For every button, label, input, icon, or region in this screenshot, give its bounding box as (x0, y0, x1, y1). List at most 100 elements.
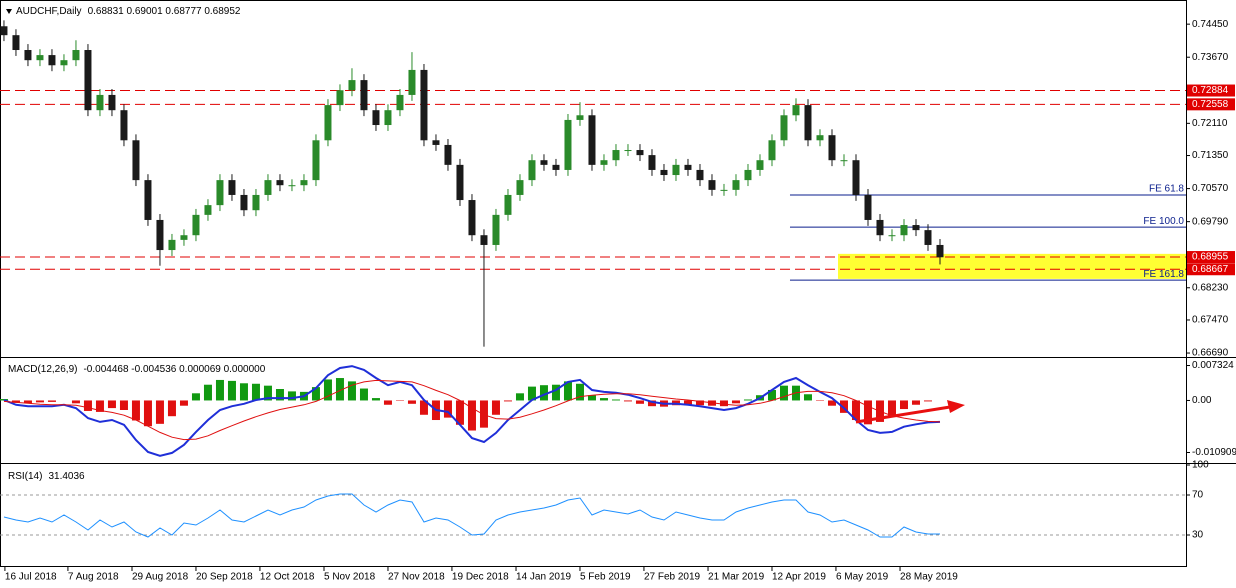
candle-body (264, 180, 272, 195)
panel-title: RSI(14) 31.4036 (8, 471, 85, 482)
histogram-bar (191, 393, 200, 401)
histogram-bar (635, 400, 644, 404)
candle-body (420, 69, 428, 141)
candle-body (24, 50, 32, 61)
candle-body (372, 110, 380, 126)
histogram-bar (23, 400, 32, 404)
candle-body (72, 50, 80, 61)
candle-body (732, 180, 740, 190)
candle-body (864, 194, 872, 220)
indicator-line (3, 365, 941, 457)
y-tick-label: 0.74450 (1192, 19, 1229, 30)
histogram-bar (359, 388, 368, 401)
candle-body (768, 140, 776, 161)
histogram-bar (899, 400, 908, 410)
level-label: 0.68667 (1192, 264, 1229, 275)
annotation-arrow (855, 405, 951, 424)
histogram-bar (215, 379, 224, 401)
y-tick-label: 100 (1192, 460, 1209, 471)
histogram-bar (419, 400, 428, 415)
candle-body (216, 180, 224, 206)
level-label: 0.72884 (1192, 85, 1229, 96)
candle-body (672, 164, 680, 176)
candle-body (504, 194, 512, 215)
histogram-bar (611, 399, 620, 401)
histogram-bar (119, 400, 128, 410)
header-values: 31.4036 (48, 471, 85, 482)
x-tick-label: 12 Apr 2019 (772, 572, 826, 583)
level-label-box (1187, 263, 1235, 276)
candle-body (396, 94, 404, 111)
histogram-bar (863, 400, 872, 425)
y-tick-label: 0.00 (1192, 395, 1212, 406)
candle-body (468, 200, 476, 236)
candle-body (456, 164, 464, 201)
annotation-arrow-head (947, 400, 965, 413)
candle-body (144, 180, 152, 220)
candle-body (576, 115, 584, 120)
histogram-bar (95, 400, 104, 412)
candle-body (228, 180, 236, 195)
fibo-label: FE 100.0 (1143, 216, 1184, 227)
histogram-bar (71, 400, 80, 404)
y-tick-label: 0.69790 (1192, 216, 1229, 227)
histogram-bar (539, 385, 548, 401)
histogram-bar (587, 395, 596, 401)
x-tick-label: 20 Sep 2018 (196, 572, 253, 583)
candle-body (588, 115, 596, 165)
candle-body (108, 94, 116, 111)
x-tick-label: 5 Nov 2018 (324, 572, 376, 583)
candle-body (600, 160, 608, 165)
candle-body (684, 164, 692, 170)
candle-body (132, 140, 140, 181)
histogram-bar (143, 400, 152, 427)
candle-body (888, 235, 896, 237)
histogram-bar (779, 385, 788, 401)
histogram-bar (443, 400, 452, 418)
indicator-line (3, 379, 941, 441)
candle-body (528, 160, 536, 181)
candle-body (336, 90, 344, 106)
x-tick-label: 21 Mar 2019 (708, 572, 765, 583)
candle-body (432, 140, 440, 145)
y-tick-label: 0.68230 (1192, 282, 1229, 293)
candle-body (156, 219, 164, 251)
candle-body (540, 160, 548, 165)
level-label-box (1187, 98, 1235, 111)
candle-body (324, 105, 332, 141)
histogram-bar (131, 400, 140, 421)
candle-body (912, 225, 920, 231)
header-values: 0.68831 0.69001 0.68777 0.68952 (88, 6, 241, 17)
y-tick-label: 0.66690 (1192, 348, 1229, 359)
histogram-bar (179, 400, 188, 406)
histogram-bar (455, 400, 464, 425)
histogram-bar (347, 381, 356, 401)
candle-body (792, 105, 800, 116)
panel-title: MACD(12,26,9) -0.004468 -0.004536 0.00006… (8, 364, 266, 375)
y-tick-label: 0.72110 (1192, 118, 1228, 129)
candle-body (924, 230, 932, 245)
candle-body (348, 80, 356, 91)
candle-body (624, 150, 632, 152)
y-tick-label: 30 (1192, 530, 1204, 541)
candle-body (756, 160, 764, 170)
candle-body (900, 225, 908, 236)
candle-body (120, 110, 128, 141)
histogram-bar (167, 400, 176, 417)
histogram-bar (11, 400, 20, 403)
candle-body (408, 69, 416, 95)
histogram-bar (683, 400, 692, 406)
header-values: -0.004468 -0.004536 0.000069 0.000000 (83, 364, 265, 375)
x-tick-label: 29 Aug 2018 (132, 572, 189, 583)
candle-body (552, 164, 560, 170)
candle-body (852, 160, 860, 195)
x-tick-label: 28 May 2019 (900, 572, 958, 583)
histogram-bar (383, 400, 392, 405)
histogram-bar (515, 393, 524, 401)
candle-body (240, 194, 248, 211)
histogram-bar (155, 400, 164, 424)
candle-body (288, 185, 296, 187)
histogram-bar (599, 398, 608, 401)
y-tick-label: -0.010909 (1192, 447, 1236, 458)
